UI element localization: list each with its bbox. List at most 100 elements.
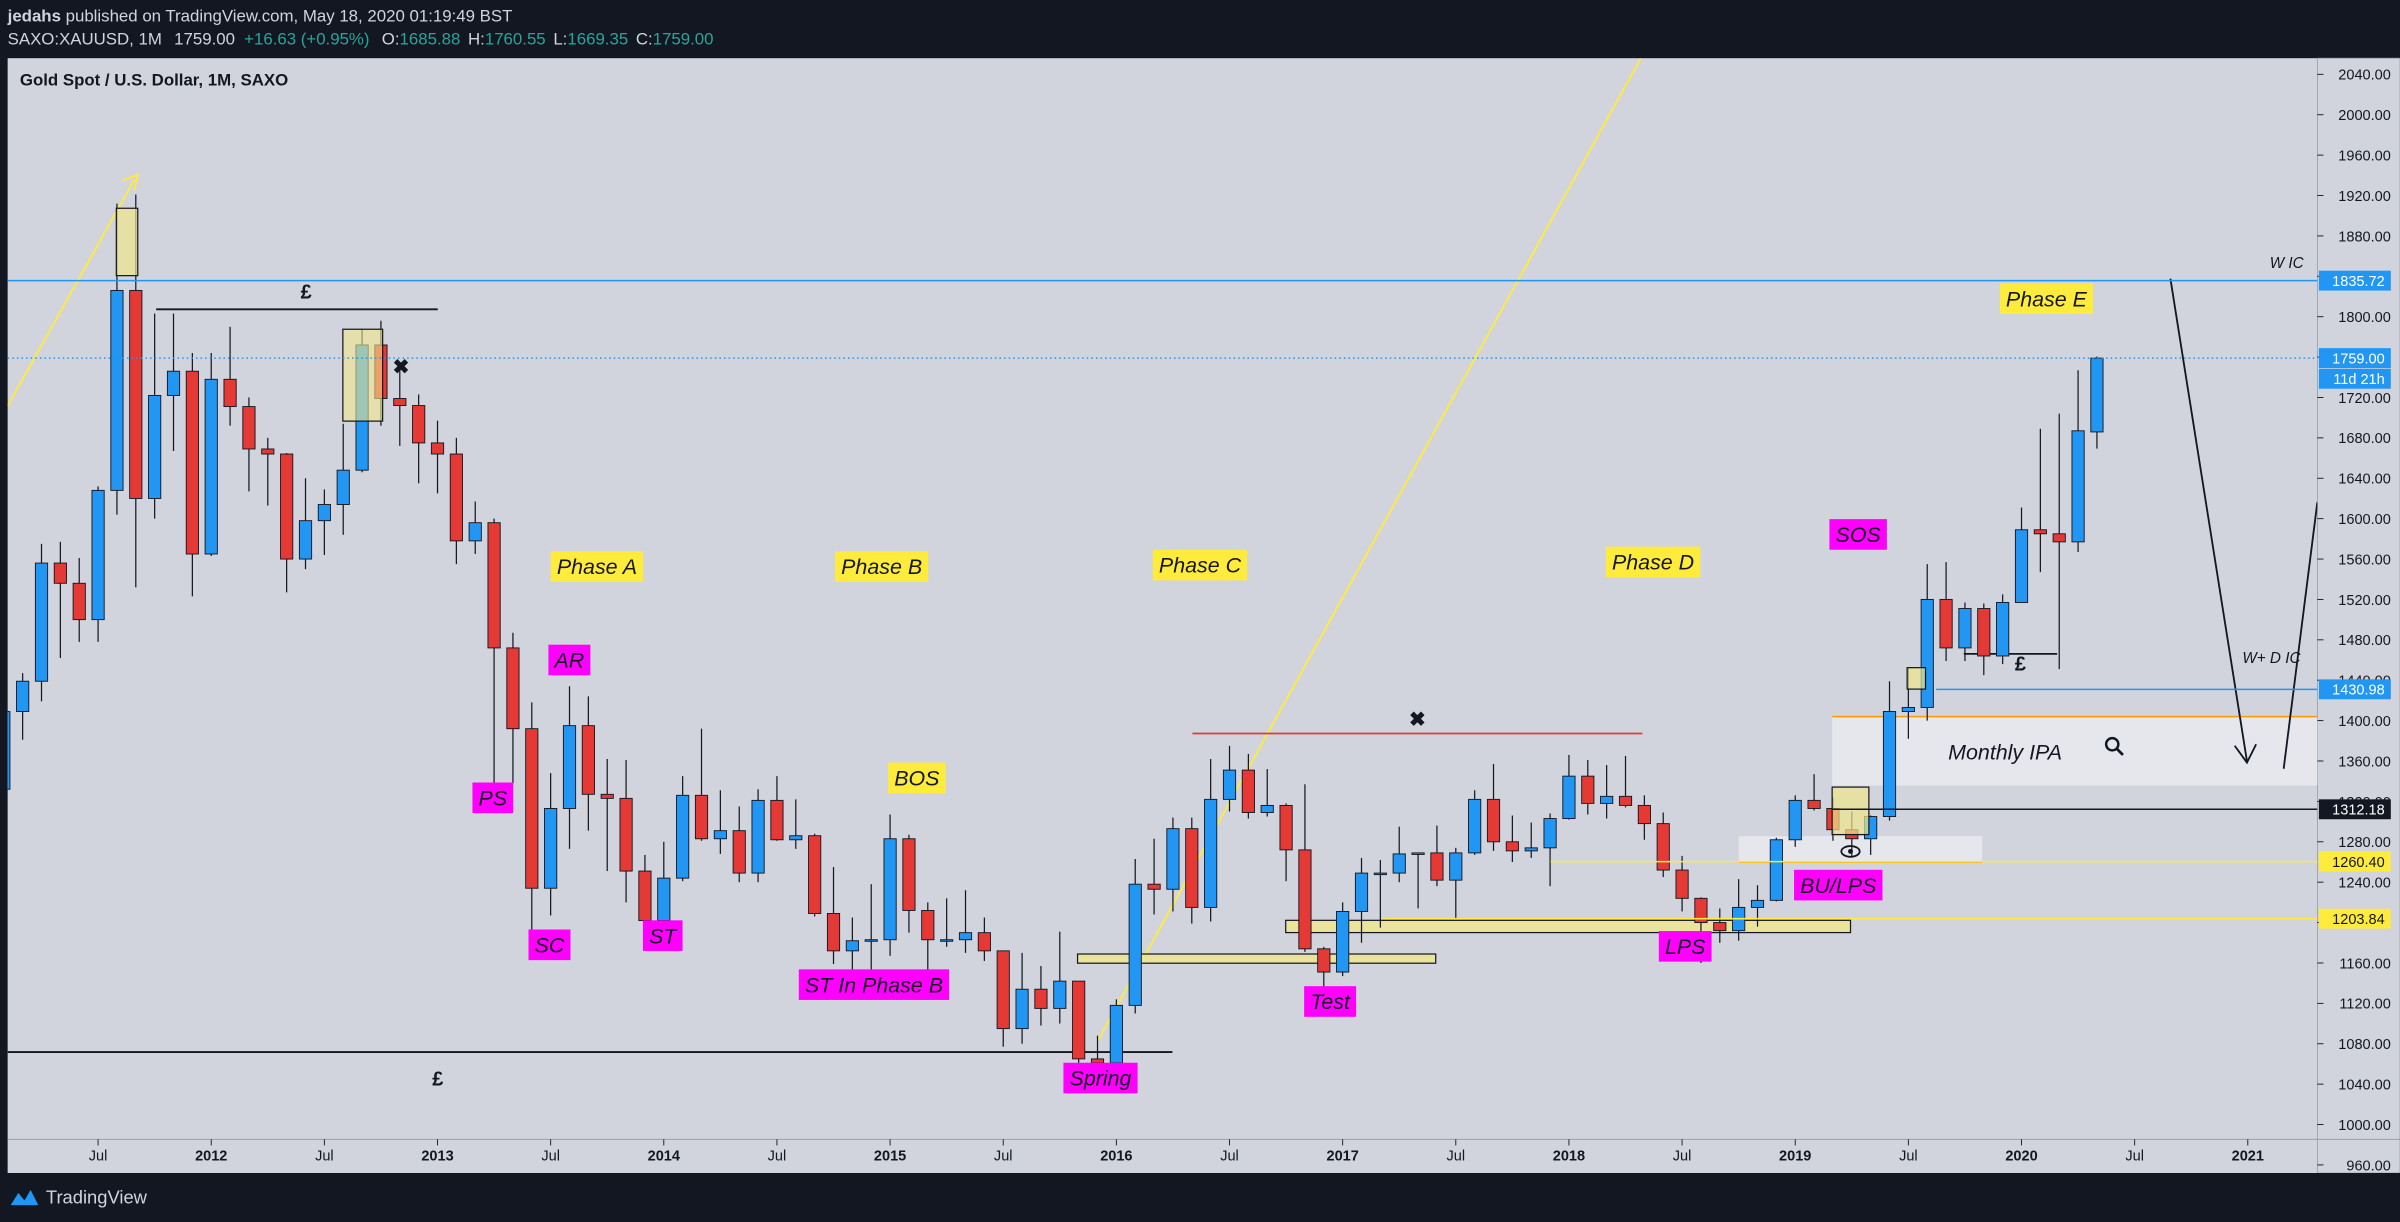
annotation-bg — [548, 644, 591, 676]
annotation: Phase A — [557, 555, 637, 579]
ohlc-value: 1759.00 — [653, 29, 714, 48]
annotation-bg — [1304, 986, 1357, 1017]
candle-body — [600, 793, 614, 799]
candle-body — [166, 370, 181, 396]
candle-body — [2071, 430, 2085, 543]
y-tick-label: 1720.00 — [2338, 391, 2391, 407]
candle-body — [1977, 608, 1991, 657]
candle-body — [789, 835, 803, 841]
x-tick-label: Jul — [2125, 1149, 2144, 1165]
price-axis — [2316, 57, 2400, 1174]
level-label: 1430.98 — [2332, 683, 2385, 699]
candle-body — [1015, 988, 1029, 1030]
candle-body — [91, 489, 105, 621]
candle-body — [864, 939, 878, 942]
x-tick-label: Jul — [994, 1149, 1013, 1165]
annotation-bg — [1152, 549, 1248, 581]
ohlc-label: H: — [468, 29, 485, 48]
level-tag — [2318, 908, 2391, 929]
x-tick-label: 2020 — [2005, 1149, 2037, 1165]
y-tick-label: 1120.00 — [2339, 997, 2390, 1013]
chart-title: Gold Spot / U.S. Dollar, 1M, SAXO — [20, 71, 288, 90]
candle-body — [1411, 852, 1425, 855]
candle-body — [732, 830, 746, 874]
level-label: 1260.40 — [2332, 855, 2385, 871]
candle-body — [1354, 872, 1369, 912]
highlight-box — [1906, 667, 1927, 690]
candle-body — [16, 680, 30, 712]
symbol-line: SAXO:XAUUSD, 1M 1759.00 +16.63 (+0.95%) O:1… — [8, 29, 714, 48]
annotation-bg — [1605, 546, 1701, 578]
annotation: LPS — [1665, 935, 1706, 959]
candle-body — [1072, 980, 1086, 1060]
candle-body — [298, 520, 313, 560]
candle-body — [1618, 795, 1633, 806]
level-label: 1835.72 — [2332, 274, 2385, 290]
annotation: SOS — [1836, 523, 1882, 547]
annotation: Phase C — [1159, 554, 1242, 578]
y-tick-label: 2000.00 — [2338, 108, 2391, 124]
countdown-tag — [2318, 368, 2391, 389]
candle-body — [1505, 841, 1519, 852]
y-tick-label: 1560.00 — [2338, 552, 2391, 568]
x-tick-label: 2015 — [874, 1149, 906, 1165]
candle-body — [1996, 602, 2010, 657]
candle-body — [940, 939, 954, 942]
level-tag — [2318, 851, 2391, 872]
candle-body — [826, 913, 841, 952]
x-tick-label: 2019 — [1779, 1149, 1811, 1165]
y-tick-label: 1880.00 — [2338, 229, 2391, 245]
annotation: Phase E — [2006, 287, 2088, 311]
annotation: £ — [301, 282, 312, 304]
annotation: W+ D IC — [2242, 650, 2301, 667]
candle-body — [1656, 823, 1670, 871]
annotation: ST In Phase B — [805, 973, 943, 997]
x-tick-label: 2021 — [2232, 1149, 2264, 1165]
candle-body — [34, 562, 49, 682]
candle-body — [1562, 775, 1576, 820]
support-box — [1076, 953, 1437, 964]
candle-body — [1675, 869, 1689, 899]
candle-body — [1524, 847, 1538, 852]
candle-body — [1769, 839, 1783, 901]
annotation-bg — [550, 551, 644, 582]
footer — [0, 1172, 2400, 1222]
candle-body — [1109, 1004, 1123, 1064]
candle-body — [977, 932, 991, 952]
candle-body — [1694, 897, 1708, 924]
ipa-zone — [1832, 716, 2318, 786]
candle-body — [449, 453, 463, 542]
candle-body — [902, 838, 916, 911]
x-tick-label: Jul — [768, 1149, 787, 1165]
y-tick-label: 1280.00 — [2338, 835, 2391, 851]
highlight-box — [1831, 786, 1870, 836]
annotation: W IC — [2270, 255, 2305, 272]
candle-body — [1298, 849, 1312, 950]
candle-body — [1241, 769, 1255, 813]
eye-icon — [1848, 848, 1853, 854]
candles — [7, 194, 2104, 1079]
candle-body — [430, 442, 445, 455]
projection-line — [2282, 502, 2318, 769]
candle-body — [506, 647, 520, 730]
candle-body — [845, 940, 859, 952]
y-tick-label: 1080.00 — [2338, 1037, 2391, 1053]
candle-body — [676, 794, 690, 879]
candle-body — [883, 838, 897, 941]
candle-body — [1373, 872, 1387, 876]
candle-body — [1053, 980, 1067, 1009]
x-tick-label: 2018 — [1553, 1149, 1585, 1165]
candle-body — [72, 582, 86, 621]
trend-line — [7, 178, 136, 407]
candle-body — [1090, 1058, 1105, 1064]
candle-body — [1430, 852, 1444, 881]
candle-body — [1750, 899, 1765, 908]
y-tick-label: 1800.00 — [2338, 310, 2391, 326]
candle-body — [1166, 828, 1180, 890]
annotation-bg — [835, 551, 929, 582]
candle-body — [280, 453, 294, 560]
annotation-bg — [528, 929, 571, 961]
y-tick-label: 2040.00 — [2338, 68, 2391, 84]
annotation: SC — [535, 933, 565, 957]
